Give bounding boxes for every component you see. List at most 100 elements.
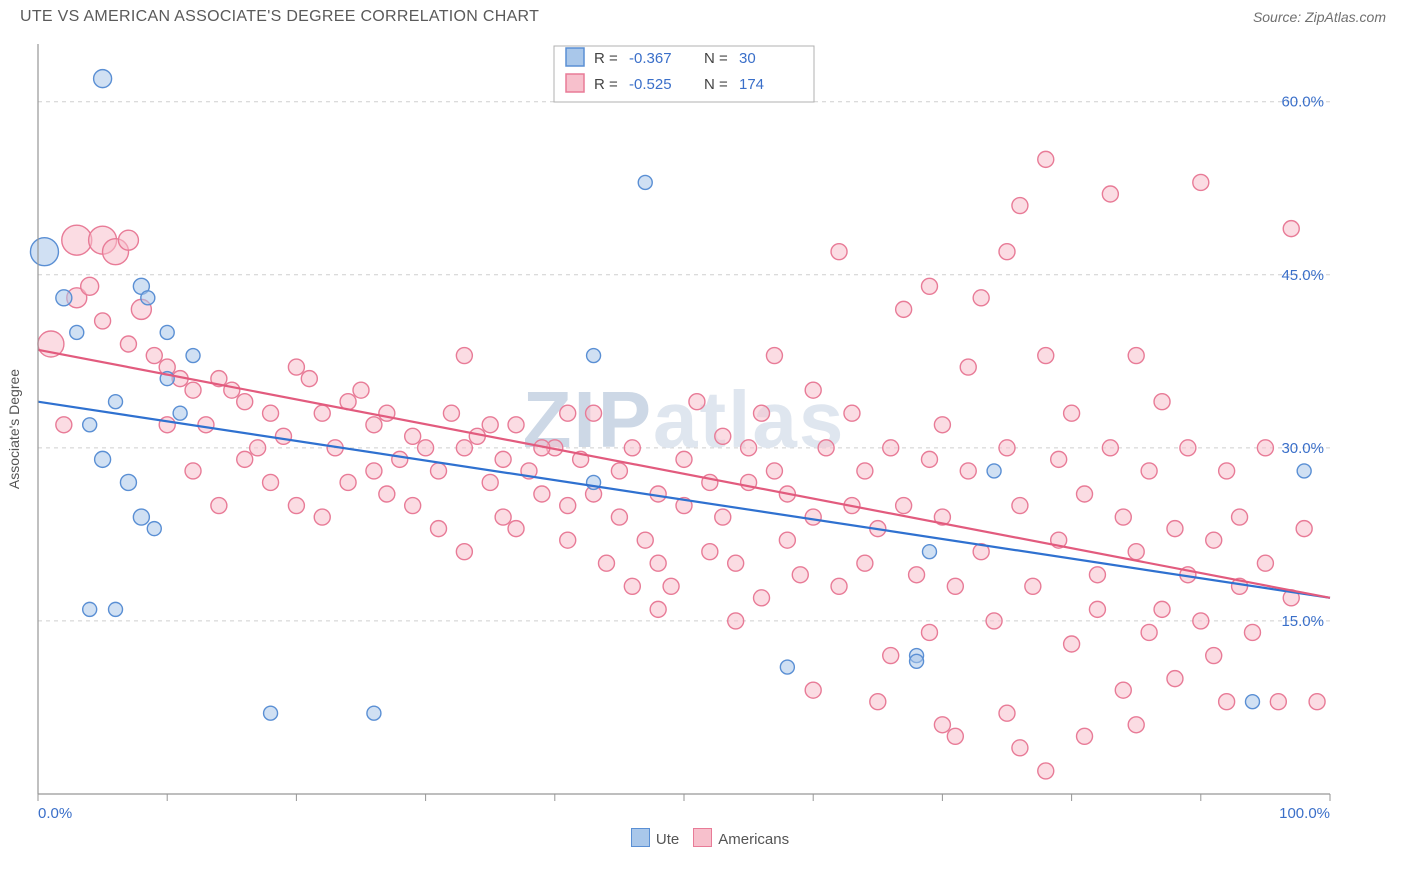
legend-swatch (631, 828, 650, 847)
data-point (263, 405, 279, 421)
header: UTE VS AMERICAN ASSOCIATE'S DEGREE CORRE… (0, 0, 1406, 30)
data-point (1077, 486, 1093, 502)
data-point (508, 417, 524, 433)
data-point (1219, 694, 1235, 710)
data-point (1128, 717, 1144, 733)
data-point (947, 578, 963, 594)
data-point (1154, 394, 1170, 410)
data-point (766, 463, 782, 479)
data-point (81, 277, 99, 295)
data-point (728, 613, 744, 629)
data-point (934, 717, 950, 733)
data-point (70, 325, 84, 339)
data-point (1089, 567, 1105, 583)
data-point (95, 313, 111, 329)
data-point (792, 567, 808, 583)
data-point (56, 290, 72, 306)
data-point (1038, 151, 1054, 167)
data-point (560, 498, 576, 514)
data-point (560, 405, 576, 421)
data-point (624, 578, 640, 594)
y-axis-label: Associate's Degree (6, 369, 22, 489)
data-point (443, 405, 459, 421)
data-point (95, 451, 111, 467)
data-point (1064, 405, 1080, 421)
data-point (250, 440, 266, 456)
data-point (1206, 648, 1222, 664)
y-tick-label: 15.0% (1281, 613, 1324, 630)
data-point (173, 406, 187, 420)
data-point (728, 555, 744, 571)
data-point (922, 545, 936, 559)
data-point (1257, 555, 1273, 571)
data-point (379, 486, 395, 502)
data-point (831, 244, 847, 260)
data-point (120, 336, 136, 352)
data-point (367, 706, 381, 720)
source-label: Source: ZipAtlas.com (1253, 9, 1386, 25)
data-point (198, 417, 214, 433)
data-point (960, 359, 976, 375)
data-point (715, 509, 731, 525)
data-point (999, 244, 1015, 260)
data-point (650, 555, 666, 571)
data-point (1154, 601, 1170, 617)
data-point (1193, 613, 1209, 629)
data-point (1128, 348, 1144, 364)
data-point (146, 348, 162, 364)
x-label-right: 100.0% (1279, 805, 1330, 822)
data-point (456, 348, 472, 364)
data-point (405, 498, 421, 514)
legend-swatch (566, 48, 584, 66)
data-point (883, 440, 899, 456)
y-tick-label: 30.0% (1281, 440, 1324, 457)
data-point (160, 325, 174, 339)
data-point (947, 728, 963, 744)
data-point (366, 463, 382, 479)
data-point (1128, 544, 1144, 560)
data-point (1038, 763, 1054, 779)
data-point (1012, 498, 1028, 514)
data-point (780, 660, 794, 674)
data-point (1219, 463, 1235, 479)
data-point (353, 382, 369, 398)
data-point (94, 70, 112, 88)
data-point (805, 382, 821, 398)
data-point (999, 440, 1015, 456)
y-tick-label: 45.0% (1281, 267, 1324, 284)
data-point (857, 463, 873, 479)
correlation-legend (554, 46, 814, 102)
legend-n-label: N = (704, 76, 728, 93)
data-point (237, 451, 253, 467)
data-point (1102, 440, 1118, 456)
data-point (1025, 578, 1041, 594)
bottom-legend: UteAmericans (0, 828, 1406, 848)
data-point (30, 238, 58, 266)
data-point (1051, 451, 1067, 467)
data-point (366, 417, 382, 433)
data-point (921, 451, 937, 467)
data-point (275, 428, 291, 444)
data-point (495, 509, 511, 525)
data-point (482, 474, 498, 490)
data-point (921, 624, 937, 640)
data-point (766, 348, 782, 364)
data-point (314, 405, 330, 421)
legend-n-value: 30 (739, 50, 756, 67)
data-point (883, 648, 899, 664)
data-point (754, 590, 770, 606)
data-point (186, 349, 200, 363)
data-point (237, 394, 253, 410)
data-point (624, 440, 640, 456)
data-point (960, 463, 976, 479)
data-point (598, 555, 614, 571)
data-point (986, 613, 1002, 629)
data-point (83, 418, 97, 432)
data-point (779, 532, 795, 548)
data-point (1206, 532, 1222, 548)
data-point (109, 602, 123, 616)
data-point (611, 509, 627, 525)
data-point (1064, 636, 1080, 652)
data-point (508, 521, 524, 537)
legend-label: Ute (656, 831, 679, 848)
